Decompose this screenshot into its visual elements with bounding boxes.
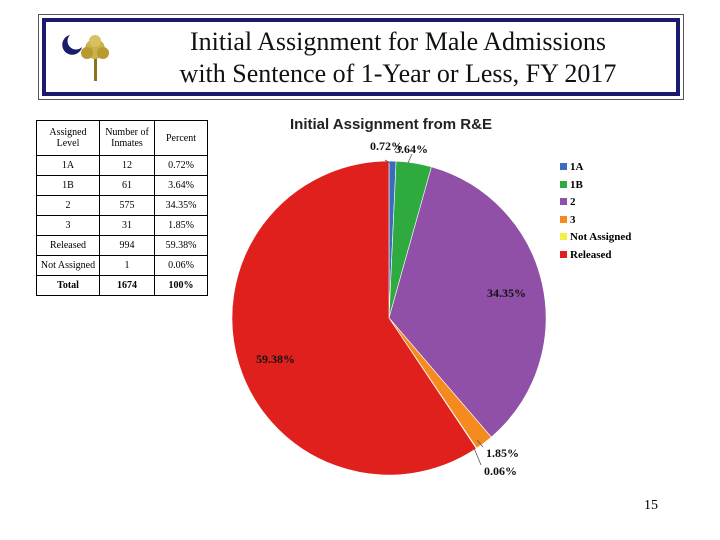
page-number: 15 — [644, 498, 658, 513]
title-box: Initial Assignment for Male Admissions w… — [42, 18, 680, 96]
pie-slice-released — [231, 160, 477, 476]
assignment-table: Assigned Level Number of Inmates Percent… — [36, 120, 208, 296]
title-frame — [38, 14, 684, 100]
data-label-1a: 0.72% — [370, 139, 403, 153]
legend-swatch — [560, 233, 567, 240]
chart-title: Initial Assignment from R&E — [290, 116, 492, 133]
legend-swatch — [560, 180, 567, 188]
data-label-not-assigned: 0.06% — [484, 464, 517, 478]
table-row: 1B 61 3.64% — [36, 175, 208, 196]
table-total-row: Total 1674 100% — [36, 275, 208, 296]
title-line-1: Initial Assignment for Male Admissions — [190, 27, 606, 56]
table-row: Released 994 59.38% — [36, 235, 208, 256]
table-cell: 100% — [154, 275, 208, 296]
leader-line — [384, 159, 391, 164]
col-header-level: Assigned Level — [36, 120, 100, 156]
legend-label: Released — [570, 248, 612, 261]
leader-line — [476, 439, 484, 448]
legend-label: 1A — [570, 161, 584, 173]
legend-swatch — [560, 163, 567, 170]
table-row: 2 575 34.35% — [36, 195, 208, 216]
leader-line — [473, 447, 482, 466]
pie-slice-2 — [388, 166, 547, 438]
legend-swatch — [560, 215, 567, 223]
leader-line — [407, 153, 413, 164]
page-title: Initial Assignment for Male Admissions w… — [126, 26, 670, 90]
legend-label: 3 — [570, 213, 576, 226]
palmetto-flag-icon — [56, 27, 122, 87]
legend-swatch — [560, 250, 567, 258]
data-label-released: 59.38% — [256, 352, 295, 366]
table-header-row: Assigned Level Number of Inmates Percent — [36, 120, 208, 156]
col-header-inmates: Number of Inmates — [99, 120, 155, 156]
legend-label: 1B — [570, 178, 583, 191]
legend-label: Not Assigned — [570, 231, 632, 243]
legend-swatch — [560, 198, 567, 205]
title-line-2: with Sentence of 1-Year or Less, FY 2017 — [179, 59, 617, 88]
data-label-3: 1.85% — [486, 446, 519, 460]
legend-label: 2 — [570, 196, 576, 208]
data-label-2: 34.35% — [487, 286, 526, 300]
data-label-1b: 3.64% — [395, 142, 428, 156]
